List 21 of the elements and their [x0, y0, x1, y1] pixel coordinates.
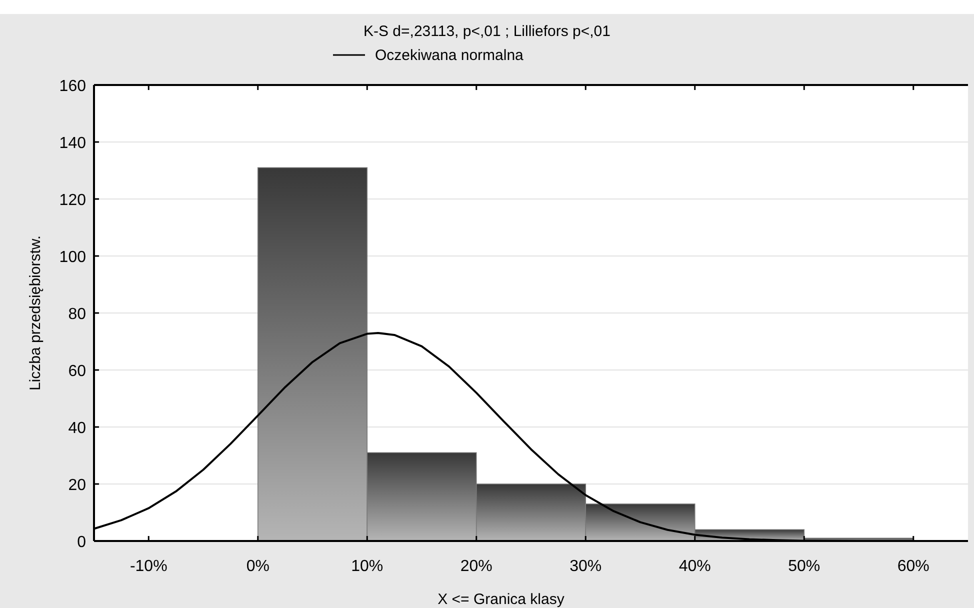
y-tick-label: 100 — [59, 249, 86, 266]
y-tick-label: 40 — [68, 420, 86, 437]
x-tick-label: 60% — [897, 558, 930, 575]
x-tick-label: 50% — [788, 558, 820, 575]
y-tick-label: 140 — [59, 135, 86, 152]
legend-label: Oczekiwana normalna — [375, 47, 524, 64]
y-tick-label: 120 — [59, 192, 86, 209]
y-tick-label: 0 — [77, 534, 86, 551]
y-axis-title: Liczba przedsiębiorstw. — [27, 235, 44, 391]
y-tick-label: 160 — [59, 78, 86, 95]
chart-title: K-S d=,23113, p<,01 ; Lilliefors p<,01 — [364, 23, 610, 40]
x-tick-label: 10% — [351, 558, 384, 575]
y-tick-label: 60 — [68, 363, 86, 380]
x-tick-label: 20% — [460, 558, 492, 575]
x-tick-label: 40% — [678, 558, 711, 575]
y-tick-label: 20 — [68, 477, 86, 494]
x-axis-title: X <= Granica klasy — [438, 591, 565, 608]
y-tick-label: 80 — [68, 306, 86, 323]
x-tick-label: 0% — [246, 558, 270, 575]
x-tick-label: 30% — [570, 558, 602, 575]
x-tick-label: -10% — [130, 558, 168, 575]
